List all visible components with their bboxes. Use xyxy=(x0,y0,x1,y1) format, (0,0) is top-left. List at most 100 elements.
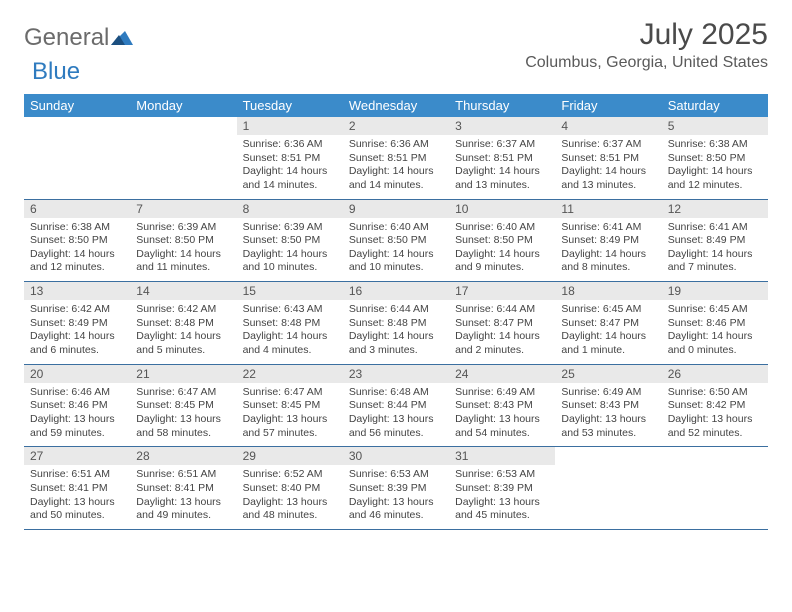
day-cell: 27Sunrise: 6:51 AMSunset: 8:41 PMDayligh… xyxy=(24,447,130,529)
day-day2: and 7 minutes. xyxy=(668,261,762,275)
day-sunset: Sunset: 8:42 PM xyxy=(668,399,762,413)
weekday-header: Thursday xyxy=(449,94,555,117)
day-sunrise: Sunrise: 6:45 AM xyxy=(561,303,655,317)
day-day2: and 10 minutes. xyxy=(349,261,443,275)
day-content xyxy=(130,135,236,197)
day-sunrise: Sunrise: 6:39 AM xyxy=(136,221,230,235)
week-row: 6Sunrise: 6:38 AMSunset: 8:50 PMDaylight… xyxy=(24,200,768,283)
day-sunrise: Sunrise: 6:38 AM xyxy=(668,138,762,152)
day-day1: Daylight: 13 hours xyxy=(136,496,230,510)
day-sunrise: Sunrise: 6:51 AM xyxy=(136,468,230,482)
day-day2: and 12 minutes. xyxy=(668,179,762,193)
day-sunset: Sunset: 8:48 PM xyxy=(243,317,337,331)
day-number: 21 xyxy=(130,365,236,383)
day-sunset: Sunset: 8:40 PM xyxy=(243,482,337,496)
day-number: 8 xyxy=(237,200,343,218)
day-day2: and 57 minutes. xyxy=(243,427,337,441)
day-day2: and 10 minutes. xyxy=(243,261,337,275)
day-cell: 6Sunrise: 6:38 AMSunset: 8:50 PMDaylight… xyxy=(24,200,130,282)
day-number: 16 xyxy=(343,282,449,300)
day-sunset: Sunset: 8:50 PM xyxy=(349,234,443,248)
day-day1: Daylight: 14 hours xyxy=(30,248,124,262)
day-cell: 11Sunrise: 6:41 AMSunset: 8:49 PMDayligh… xyxy=(555,200,661,282)
day-number: 17 xyxy=(449,282,555,300)
day-day1: Daylight: 14 hours xyxy=(668,330,762,344)
day-sunset: Sunset: 8:48 PM xyxy=(136,317,230,331)
day-sunrise: Sunrise: 6:36 AM xyxy=(243,138,337,152)
day-content: Sunrise: 6:37 AMSunset: 8:51 PMDaylight:… xyxy=(555,135,661,199)
day-cell: 17Sunrise: 6:44 AMSunset: 8:47 PMDayligh… xyxy=(449,282,555,364)
day-day2: and 3 minutes. xyxy=(349,344,443,358)
day-day2: and 13 minutes. xyxy=(455,179,549,193)
day-day2: and 49 minutes. xyxy=(136,509,230,523)
day-content: Sunrise: 6:41 AMSunset: 8:49 PMDaylight:… xyxy=(662,218,768,282)
day-sunrise: Sunrise: 6:48 AM xyxy=(349,386,443,400)
day-content xyxy=(555,465,661,527)
day-sunrise: Sunrise: 6:50 AM xyxy=(668,386,762,400)
day-number: 25 xyxy=(555,365,661,383)
day-number: 30 xyxy=(343,447,449,465)
day-day1: Daylight: 13 hours xyxy=(30,496,124,510)
day-cell: 8Sunrise: 6:39 AMSunset: 8:50 PMDaylight… xyxy=(237,200,343,282)
day-sunset: Sunset: 8:41 PM xyxy=(30,482,124,496)
calendar-page: General July 2025 Columbus, Georgia, Uni… xyxy=(0,0,792,540)
day-day2: and 8 minutes. xyxy=(561,261,655,275)
day-content: Sunrise: 6:47 AMSunset: 8:45 PMDaylight:… xyxy=(130,383,236,447)
day-cell: 24Sunrise: 6:49 AMSunset: 8:43 PMDayligh… xyxy=(449,365,555,447)
day-number: 29 xyxy=(237,447,343,465)
day-cell: 12Sunrise: 6:41 AMSunset: 8:49 PMDayligh… xyxy=(662,200,768,282)
day-content: Sunrise: 6:53 AMSunset: 8:39 PMDaylight:… xyxy=(449,465,555,529)
day-number: 14 xyxy=(130,282,236,300)
location-text: Columbus, Georgia, United States xyxy=(525,54,768,72)
day-number: 26 xyxy=(662,365,768,383)
day-day2: and 46 minutes. xyxy=(349,509,443,523)
day-cell: 25Sunrise: 6:49 AMSunset: 8:43 PMDayligh… xyxy=(555,365,661,447)
day-day1: Daylight: 14 hours xyxy=(668,165,762,179)
day-day2: and 9 minutes. xyxy=(455,261,549,275)
day-day1: Daylight: 14 hours xyxy=(243,248,337,262)
day-cell xyxy=(555,447,661,529)
day-content: Sunrise: 6:45 AMSunset: 8:46 PMDaylight:… xyxy=(662,300,768,364)
day-sunset: Sunset: 8:51 PM xyxy=(561,152,655,166)
day-day1: Daylight: 13 hours xyxy=(136,413,230,427)
day-day2: and 59 minutes. xyxy=(30,427,124,441)
day-number xyxy=(24,117,130,135)
day-content: Sunrise: 6:44 AMSunset: 8:47 PMDaylight:… xyxy=(449,300,555,364)
day-content: Sunrise: 6:40 AMSunset: 8:50 PMDaylight:… xyxy=(343,218,449,282)
day-day1: Daylight: 14 hours xyxy=(561,330,655,344)
day-cell: 19Sunrise: 6:45 AMSunset: 8:46 PMDayligh… xyxy=(662,282,768,364)
day-number: 11 xyxy=(555,200,661,218)
day-content: Sunrise: 6:51 AMSunset: 8:41 PMDaylight:… xyxy=(24,465,130,529)
day-sunrise: Sunrise: 6:40 AM xyxy=(455,221,549,235)
day-day2: and 45 minutes. xyxy=(455,509,549,523)
title-block: July 2025 Columbus, Georgia, United Stat… xyxy=(525,18,768,72)
day-cell: 26Sunrise: 6:50 AMSunset: 8:42 PMDayligh… xyxy=(662,365,768,447)
day-content: Sunrise: 6:53 AMSunset: 8:39 PMDaylight:… xyxy=(343,465,449,529)
weekday-header: Tuesday xyxy=(237,94,343,117)
day-content: Sunrise: 6:52 AMSunset: 8:40 PMDaylight:… xyxy=(237,465,343,529)
day-number: 1 xyxy=(237,117,343,135)
day-sunrise: Sunrise: 6:42 AM xyxy=(30,303,124,317)
day-sunrise: Sunrise: 6:52 AM xyxy=(243,468,337,482)
day-content: Sunrise: 6:43 AMSunset: 8:48 PMDaylight:… xyxy=(237,300,343,364)
day-number xyxy=(662,447,768,465)
day-number: 9 xyxy=(343,200,449,218)
day-day1: Daylight: 14 hours xyxy=(136,330,230,344)
logo: General xyxy=(24,24,133,52)
day-day1: Daylight: 14 hours xyxy=(243,165,337,179)
day-cell: 5Sunrise: 6:38 AMSunset: 8:50 PMDaylight… xyxy=(662,117,768,199)
day-content: Sunrise: 6:38 AMSunset: 8:50 PMDaylight:… xyxy=(662,135,768,199)
day-number xyxy=(555,447,661,465)
day-sunset: Sunset: 8:49 PM xyxy=(668,234,762,248)
day-sunrise: Sunrise: 6:49 AM xyxy=(561,386,655,400)
day-sunset: Sunset: 8:50 PM xyxy=(668,152,762,166)
day-day2: and 14 minutes. xyxy=(349,179,443,193)
day-day2: and 4 minutes. xyxy=(243,344,337,358)
day-day1: Daylight: 14 hours xyxy=(136,248,230,262)
day-cell: 4Sunrise: 6:37 AMSunset: 8:51 PMDaylight… xyxy=(555,117,661,199)
weekday-header: Sunday xyxy=(24,94,130,117)
day-day2: and 14 minutes. xyxy=(243,179,337,193)
day-sunset: Sunset: 8:50 PM xyxy=(455,234,549,248)
day-cell xyxy=(130,117,236,199)
day-cell: 18Sunrise: 6:45 AMSunset: 8:47 PMDayligh… xyxy=(555,282,661,364)
